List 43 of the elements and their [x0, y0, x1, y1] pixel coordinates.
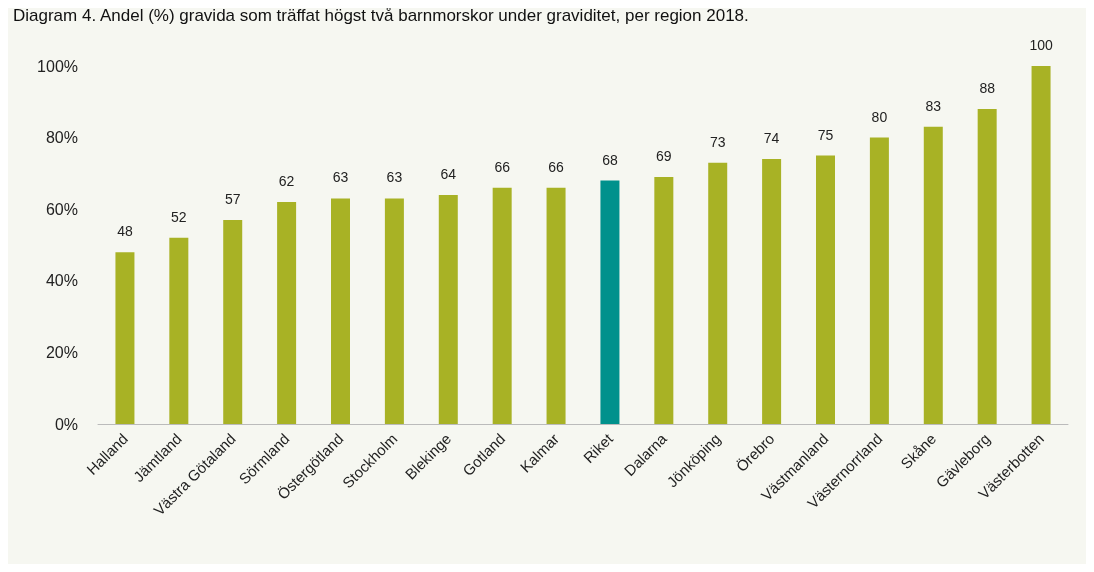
- bar: [331, 198, 350, 424]
- bar: [869, 137, 889, 424]
- bar: [977, 108, 997, 424]
- bar: [600, 180, 620, 424]
- chart-title: Diagram 4. Andel (%) gravida som träffat högst två barnmorskor under graviditet, per region 2018.: [13, 6, 749, 25]
- data-label: 75: [817, 126, 834, 143]
- y-tick-label: 40%: [45, 272, 78, 290]
- data-label: 69: [656, 147, 672, 164]
- bar: [223, 219, 243, 424]
- bar: [169, 237, 189, 424]
- bar: [277, 202, 297, 424]
- bar: [1031, 66, 1051, 424]
- y-tick-label: 0%: [54, 415, 78, 433]
- data-label: 74: [763, 130, 780, 147]
- bar: [115, 252, 135, 424]
- y-tick-label: 80%: [45, 129, 78, 147]
- data-label: 57: [224, 190, 241, 207]
- y-tick-label: 60%: [45, 200, 78, 218]
- bar: [762, 159, 782, 424]
- bar: [492, 187, 512, 424]
- data-label: 73: [709, 133, 726, 150]
- bar: [923, 126, 943, 424]
- bar: [438, 194, 458, 424]
- bar: [654, 176, 674, 424]
- data-label: 62: [278, 173, 295, 190]
- data-label: 88: [979, 79, 996, 96]
- data-label: 52: [171, 208, 187, 225]
- bar: [546, 187, 566, 424]
- data-label: 63: [386, 169, 403, 186]
- data-label: 100: [1029, 37, 1053, 53]
- y-tick-label: 100%: [37, 57, 78, 75]
- data-label: 66: [548, 158, 565, 175]
- bar: [708, 162, 728, 424]
- data-label: 80: [871, 108, 888, 125]
- data-label: 66: [494, 158, 511, 175]
- data-label: 68: [602, 151, 618, 168]
- bar: [816, 155, 835, 424]
- data-label: 83: [925, 97, 942, 114]
- bar: [384, 198, 404, 424]
- data-label: 64: [440, 165, 457, 182]
- data-label: 48: [117, 223, 133, 240]
- data-label: 63: [332, 169, 349, 186]
- y-tick-label: 20%: [45, 343, 78, 361]
